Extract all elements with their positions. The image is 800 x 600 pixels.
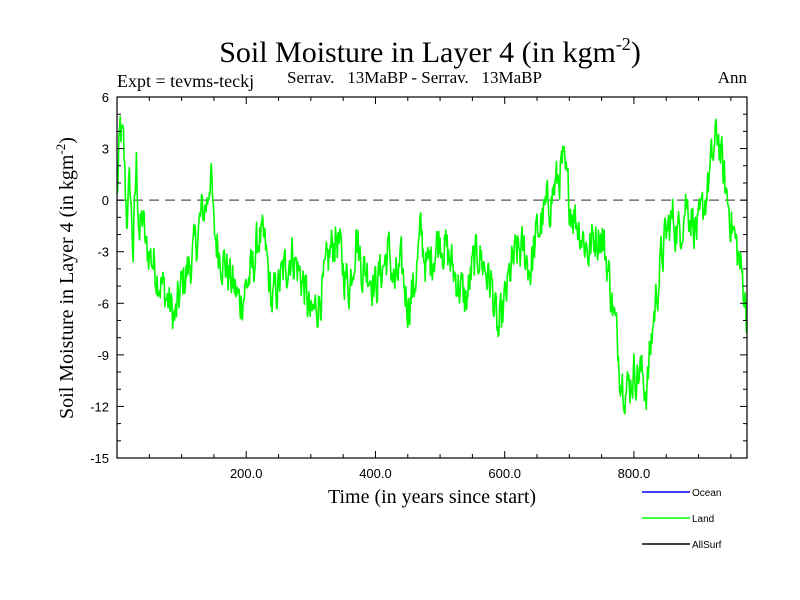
- y-tick-label: -12: [90, 399, 109, 414]
- expt-label: Expt = tevms-teckj: [117, 71, 254, 91]
- y-axis-label-close: ): [56, 137, 78, 144]
- plot-area: 6 3 0 -3 -6 -9 -12 -15 200.0 400.0 600.0 800.0: [90, 90, 748, 481]
- y-axis-label-sup: -2: [53, 144, 68, 155]
- x-tick-label: 200.0: [230, 466, 263, 481]
- comparison-label: Serrav. 13MaBP - Serrav. 13MaBP: [287, 68, 542, 87]
- y-tick-label: -15: [90, 451, 109, 466]
- y-tick-label: 3: [102, 142, 109, 157]
- x-axis: 200.0 400.0 600.0 800.0: [148, 97, 732, 481]
- season-label: Ann: [718, 68, 748, 87]
- chart-title: Soil Moisture in Layer 4 (in kgm-2): [219, 34, 641, 69]
- legend-label-ocean: Ocean: [692, 488, 721, 499]
- y-tick-label: -3: [97, 245, 109, 260]
- y-axis-label-main: Soil Moisture in Layer 4 (in kgm: [56, 154, 78, 419]
- chart-title-sup: -2: [616, 34, 631, 54]
- legend-label-land: Land: [692, 514, 714, 525]
- y-tick-label: 6: [102, 90, 109, 105]
- plot-frame: [116, 96, 748, 459]
- y-axis-label: Soil Moisture in Layer 4 (in kgm-2): [53, 137, 78, 419]
- chart-title-close: ): [631, 36, 641, 69]
- x-tick-label: 600.0: [488, 466, 521, 481]
- series-line-land: [116, 115, 748, 415]
- y-tick-label: 0: [102, 193, 109, 208]
- x-tick-label: 800.0: [618, 466, 651, 481]
- y-tick-label: -9: [97, 348, 109, 363]
- x-axis-label: Time (in years since start): [328, 486, 536, 508]
- x-tick-label: 400.0: [359, 466, 392, 481]
- legend-label-allsurf: AllSurf: [692, 540, 722, 551]
- y-tick-label: -6: [97, 296, 109, 311]
- chart-title-main: Soil Moisture in Layer 4 (in kgm: [219, 36, 616, 69]
- y-axis: 6 3 0 -3 -6 -9 -12 -15: [90, 90, 747, 466]
- legend: Ocean Land AllSurf: [642, 488, 722, 551]
